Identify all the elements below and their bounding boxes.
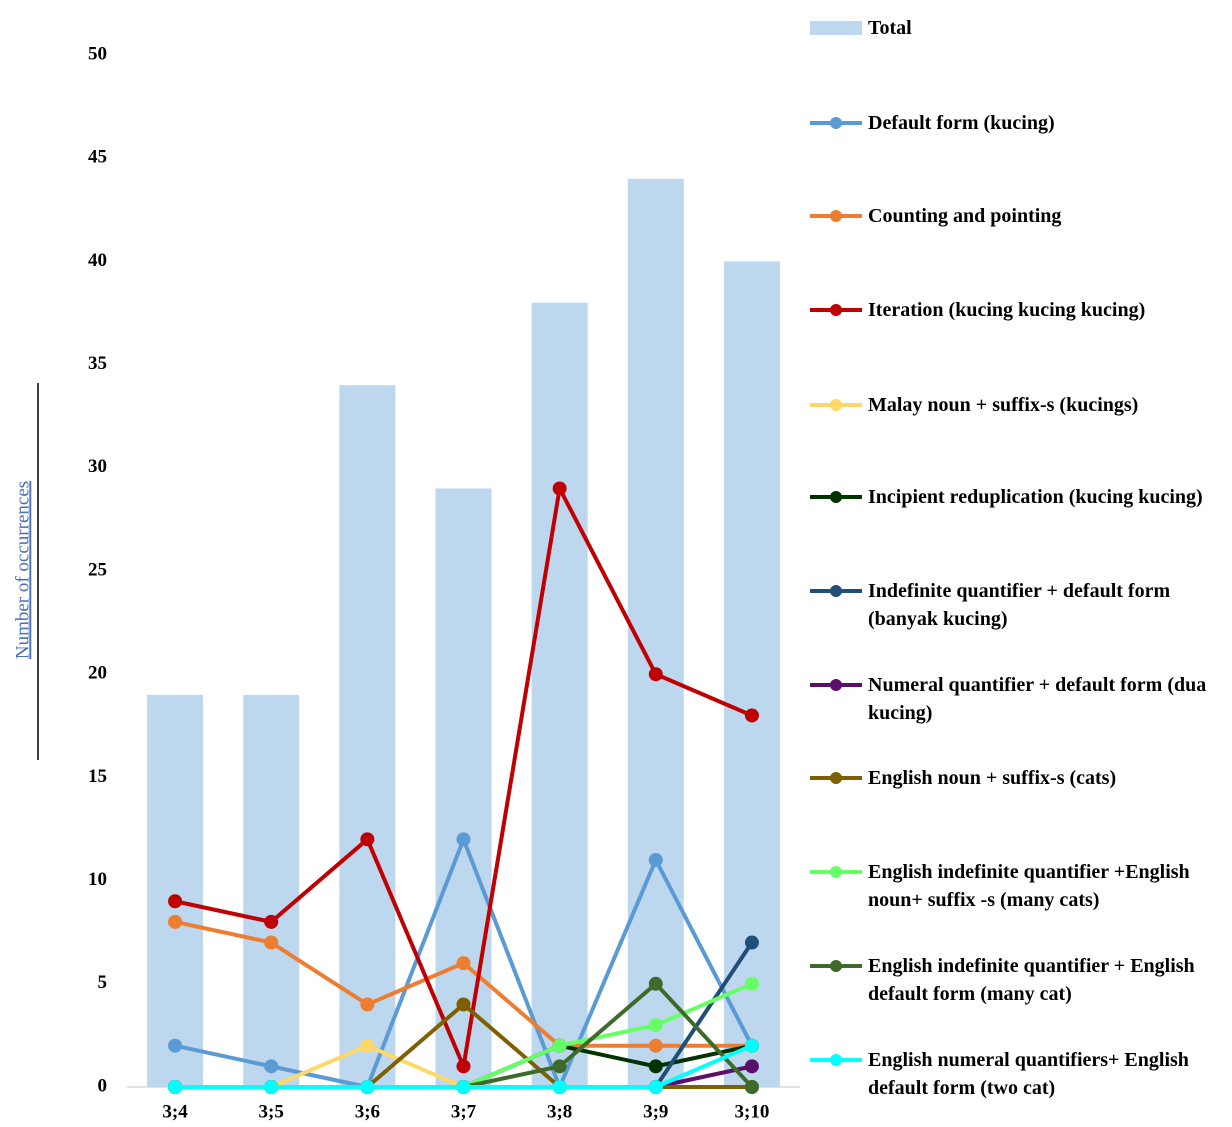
bar	[435, 488, 492, 1087]
legend-marker	[830, 210, 842, 222]
point	[552, 1038, 567, 1053]
point	[744, 1038, 759, 1053]
legend-marker	[830, 399, 842, 411]
y-tick-label: 45	[88, 147, 107, 168]
bar	[147, 694, 204, 1087]
legend-label: Counting and pointing	[868, 205, 1062, 227]
x-tick-label: 3;9	[643, 1101, 668, 1122]
bar	[723, 261, 780, 1087]
bar	[627, 178, 684, 1088]
legend-marker	[830, 1054, 842, 1066]
point	[648, 852, 663, 867]
point	[360, 832, 375, 847]
point	[168, 914, 183, 929]
point	[648, 667, 663, 682]
point	[456, 956, 471, 971]
point	[744, 976, 759, 991]
point	[264, 1080, 279, 1094]
y-tick-label: 30	[88, 456, 107, 477]
x-tick-label: 3;5	[259, 1101, 284, 1122]
legend-label: Incipient reduplication (kucing kucing)	[868, 486, 1203, 508]
legend-label: English indefinite quantifier +English n…	[868, 861, 1190, 911]
y-axis-label: Number of occurrences	[12, 481, 33, 659]
y-tick-label: 20	[88, 663, 107, 684]
bar	[339, 385, 396, 1087]
legend-label: English noun + suffix-s (cats)	[868, 767, 1117, 789]
legend-marker	[830, 304, 842, 316]
point	[744, 708, 759, 723]
point	[648, 1018, 663, 1033]
legend-label: Numeral quantifier + default form (dua k…	[868, 674, 1207, 724]
legend-label: Default form (kucing)	[868, 112, 1055, 134]
point	[552, 1080, 567, 1094]
point	[456, 832, 471, 847]
bar	[243, 694, 300, 1087]
point	[744, 1059, 759, 1074]
point	[360, 1038, 375, 1053]
point	[648, 1080, 663, 1094]
point	[648, 976, 663, 991]
point	[648, 1059, 663, 1074]
point	[360, 997, 375, 1012]
legend-marker	[830, 491, 842, 503]
y-tick-label: 35	[88, 353, 107, 374]
legend-label: Total	[868, 17, 912, 39]
legend-marker	[830, 772, 842, 784]
y-tick-label: 40	[88, 250, 107, 271]
legend-marker	[830, 960, 842, 972]
y-tick-label: 25	[88, 559, 107, 580]
y-tick-label: 15	[88, 766, 107, 787]
y-tick-label: 10	[88, 869, 107, 890]
x-tick-label: 3;8	[547, 1101, 572, 1122]
point	[360, 1080, 375, 1094]
legend-label: Malay noun + suffix-s (kucings)	[868, 394, 1139, 416]
legend-label: Indefinite quantifier + default form (ba…	[868, 580, 1171, 630]
legend-label: Iteration (kucing kucing kucing)	[868, 299, 1146, 321]
y-tick-label: 0	[98, 1075, 108, 1096]
point	[552, 481, 567, 496]
bar	[531, 302, 588, 1087]
legend-marker	[830, 585, 842, 597]
point	[648, 1038, 663, 1053]
point	[264, 914, 279, 929]
point	[264, 1059, 279, 1074]
legend-marker	[830, 866, 842, 878]
legend-label: English numeral quantifiers+ English def…	[868, 1049, 1189, 1099]
legend-marker	[830, 117, 842, 129]
x-tick-label: 3;7	[451, 1101, 477, 1122]
x-tick-label: 3;4	[162, 1101, 188, 1122]
point	[456, 1080, 471, 1094]
point	[168, 894, 183, 909]
y-tick-label: 50	[88, 43, 107, 64]
y-tick-label: 5	[98, 972, 108, 993]
x-tick-label: 3;6	[355, 1101, 380, 1122]
legend-swatch	[810, 21, 862, 35]
point	[456, 997, 471, 1012]
point	[456, 1059, 471, 1074]
point	[552, 1059, 567, 1074]
point	[744, 935, 759, 950]
point	[168, 1038, 183, 1053]
point	[744, 1080, 759, 1094]
legend-label: English indefinite quantifier + English …	[868, 955, 1195, 1005]
point	[264, 935, 279, 950]
legend-marker	[830, 679, 842, 691]
point	[168, 1080, 183, 1094]
x-tick-label: 3;10	[735, 1101, 770, 1122]
